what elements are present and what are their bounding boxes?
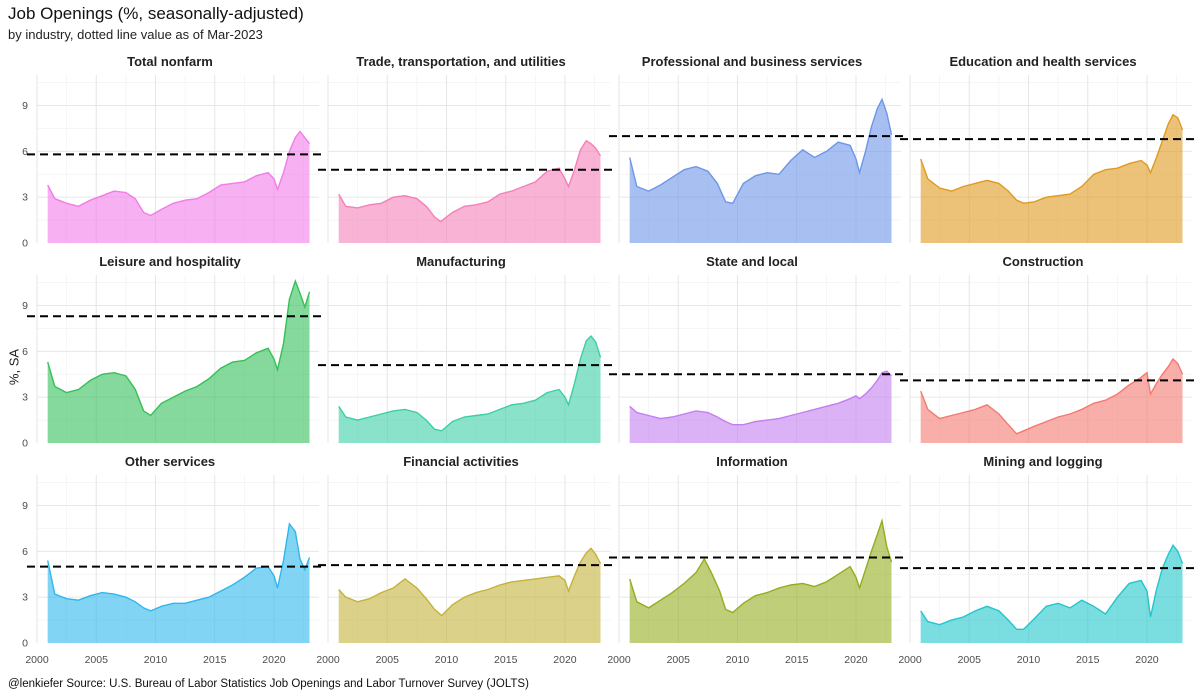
panel-information: Information 2000 2005 2010 2015 2020	[607, 454, 903, 666]
series-area-education-and-health-services	[920, 114, 1183, 243]
series-line-professional-and-business-services	[629, 97, 893, 205]
panel-trade-transportation-and-utilities: Trade, transportation, and utilities	[318, 54, 612, 243]
series-line-construction	[920, 357, 1184, 435]
chart-title: Job Openings (%, seasonally-adjusted)	[8, 4, 304, 23]
x-tick-label: 2020	[1135, 654, 1159, 666]
series-area-state-and-local	[629, 371, 892, 443]
panel-other-services: Other services 0 3 6 9 2000 2005 2010 2015 2020	[22, 454, 321, 666]
series-line-trade-transportation-and-utilities	[338, 139, 602, 223]
panel-title: Leisure and hospitality	[99, 254, 241, 269]
panel-professional-and-business-services: Professional and business services	[609, 54, 903, 244]
series-area-trade-transportation-and-utilities	[338, 140, 601, 243]
series-line-information	[629, 518, 893, 614]
series-line-financial-activities	[338, 547, 602, 617]
x-tick-label: 2000	[898, 654, 922, 666]
panel-state-and-local: State and local	[609, 254, 903, 443]
y-tick-label: 3	[22, 592, 28, 604]
x-tick-label: 2005	[85, 654, 109, 666]
series-line-manufacturing	[338, 335, 602, 432]
panel-title: Other services	[125, 454, 215, 469]
x-tick-label: 2000	[607, 654, 631, 666]
y-tick-label: 6	[22, 146, 28, 158]
y-tick-label: 0	[22, 438, 28, 450]
y-tick-label: 6	[22, 346, 28, 358]
panel-title: Information	[716, 454, 788, 469]
y-tick-label: 0	[22, 638, 28, 650]
series-area-manufacturing	[338, 336, 601, 443]
x-tick-label: 2010	[726, 654, 750, 666]
y-tick-label: 9	[22, 300, 28, 312]
x-tick-label: 2005	[667, 654, 691, 666]
x-tick-label: 2015	[1076, 654, 1100, 666]
x-tick-label: 2015	[203, 654, 227, 666]
y-tick-label: 0	[22, 238, 28, 250]
panel-manufacturing: Manufacturing	[318, 254, 612, 443]
series-area-other-services	[47, 523, 310, 643]
series-area-construction	[920, 359, 1183, 443]
panel-title: Financial activities	[403, 454, 519, 469]
y-tick-label: 9	[22, 500, 28, 512]
series-area-leisure-and-hospitality	[47, 281, 310, 443]
panel-title: Trade, transportation, and utilities	[356, 54, 565, 69]
series-area-information	[629, 520, 892, 643]
x-tick-label: 2020	[262, 654, 286, 666]
panel-education-and-health-services: Education and health services	[900, 54, 1194, 243]
panel-title: Professional and business services	[642, 54, 862, 69]
panel-construction: Construction	[900, 254, 1194, 443]
x-tick-label: 2015	[494, 654, 518, 666]
x-tick-label: 2010	[144, 654, 168, 666]
series-line-other-services	[47, 522, 311, 612]
x-tick-label: 2005	[376, 654, 400, 666]
panel-title: Construction	[1003, 254, 1084, 269]
y-tick-label: 9	[22, 100, 28, 112]
panel-financial-activities: Financial activities 2000 2005 2010 2015 2020	[316, 454, 612, 666]
x-tick-label: 2000	[316, 654, 340, 666]
panel-leisure-and-hospitality: Leisure and hospitality 0 3 6 9	[22, 254, 321, 450]
x-tick-label: 2015	[785, 654, 809, 666]
y-tick-label: 3	[22, 392, 28, 404]
panel-total-nonfarm: Total nonfarm 0 3 6 9	[22, 54, 321, 250]
x-tick-label: 2020	[553, 654, 577, 666]
panel-title: State and local	[706, 254, 798, 269]
series-line-total-nonfarm	[47, 130, 311, 217]
x-tick-label: 2000	[25, 654, 49, 666]
panel-title: Education and health services	[949, 54, 1136, 69]
series-line-mining-and-logging	[920, 544, 1184, 630]
series-line-state-and-local	[629, 370, 892, 426]
source-caption: @lenkiefer Source: U.S. Bureau of Labor …	[8, 678, 529, 690]
chart-subtitle: by industry, dotted line value as of Mar…	[8, 27, 263, 42]
x-tick-label: 2010	[435, 654, 459, 666]
series-area-total-nonfarm	[47, 131, 310, 243]
panel-title: Mining and logging	[983, 454, 1102, 469]
panel-title: Total nonfarm	[127, 54, 213, 69]
x-tick-label: 2010	[1017, 654, 1041, 666]
series-area-professional-and-business-services	[629, 99, 892, 244]
series-line-education-and-health-services	[920, 113, 1184, 205]
y-tick-label: 6	[22, 546, 28, 558]
panel-mining-and-logging: Mining and logging 2000 2005 2010 2015 2020	[898, 454, 1194, 666]
panel-title: Manufacturing	[416, 254, 506, 269]
x-tick-label: 2020	[844, 654, 868, 666]
y-tick-label: 3	[22, 192, 28, 204]
series-area-mining-and-logging	[920, 545, 1183, 643]
x-tick-label: 2005	[958, 654, 982, 666]
series-line-leisure-and-hospitality	[47, 279, 311, 417]
